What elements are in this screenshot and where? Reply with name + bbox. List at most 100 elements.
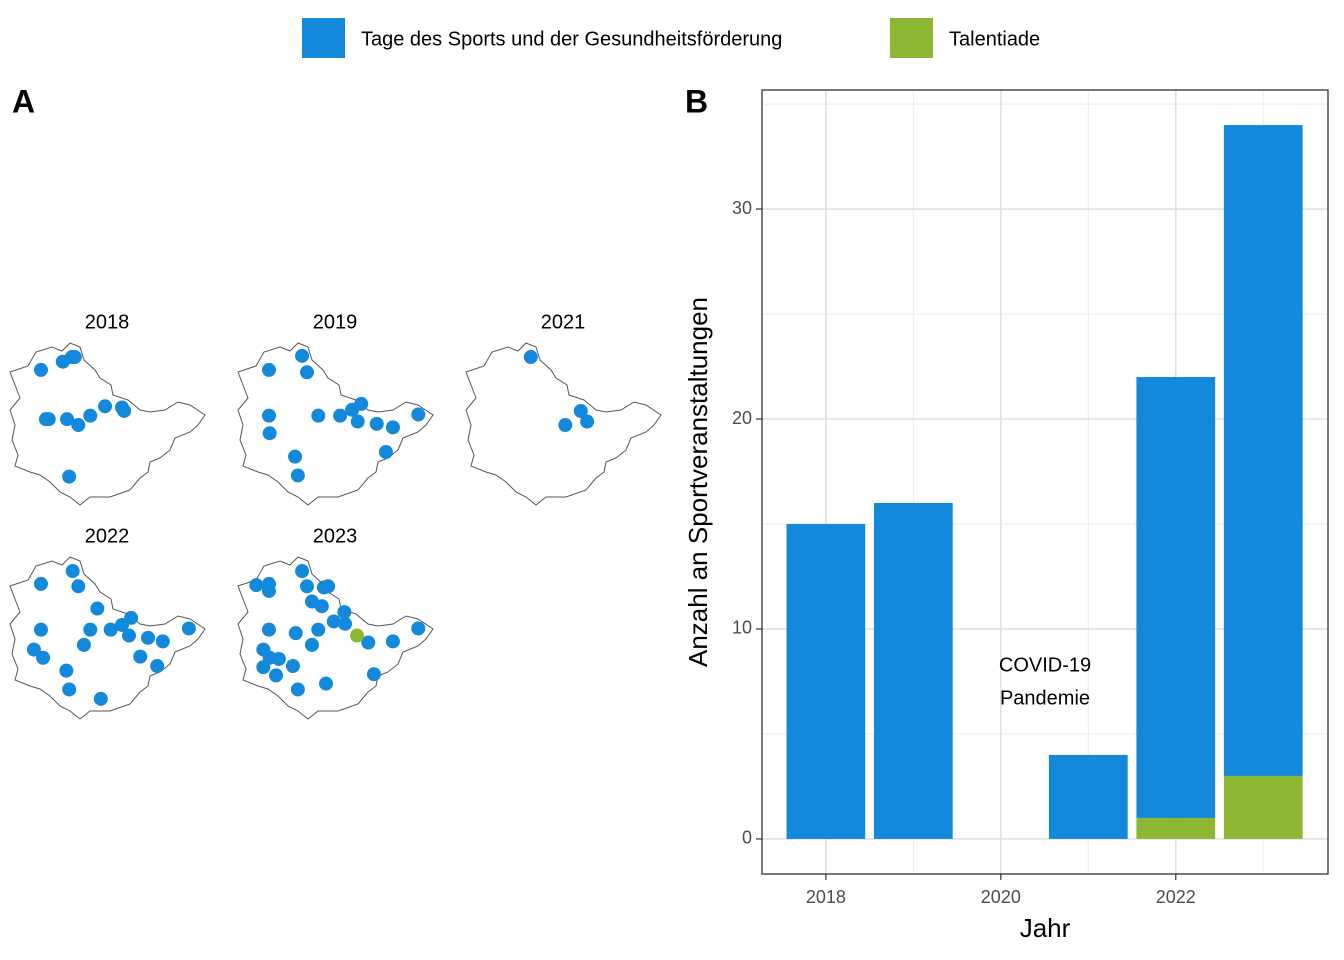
facet-title: 2022 bbox=[85, 525, 130, 547]
event-dot bbox=[333, 408, 348, 423]
event-dot bbox=[261, 622, 276, 637]
y-axis-label: Anzahl an Sportveranstaltungen bbox=[683, 297, 713, 667]
annotation: COVID-19 bbox=[999, 654, 1091, 676]
facet-title: 2018 bbox=[85, 311, 130, 333]
facet-title: 2023 bbox=[313, 525, 358, 547]
event-dot bbox=[366, 667, 381, 682]
event-dot bbox=[271, 651, 286, 666]
event-dot bbox=[261, 408, 276, 423]
event-dot bbox=[523, 350, 538, 365]
bar-segment bbox=[786, 523, 866, 839]
y-tick-label: 20 bbox=[732, 408, 752, 428]
event-dot bbox=[311, 408, 326, 423]
event-dot bbox=[321, 579, 336, 594]
event-dot bbox=[411, 621, 426, 636]
bar-segment bbox=[1136, 377, 1216, 818]
event-dot bbox=[350, 414, 365, 429]
event-dot bbox=[141, 630, 156, 645]
event-dot bbox=[256, 660, 271, 675]
x-tick-label: 2018 bbox=[806, 887, 846, 907]
event-dot bbox=[558, 418, 573, 433]
event-dot bbox=[98, 399, 113, 414]
event-dot bbox=[133, 649, 148, 664]
event-dot bbox=[285, 658, 300, 673]
event-dot bbox=[103, 622, 118, 637]
event-dot bbox=[300, 579, 315, 594]
bar-segment bbox=[1223, 775, 1303, 839]
event-dot bbox=[76, 637, 91, 652]
event-dot bbox=[59, 663, 74, 678]
event-dot bbox=[117, 403, 132, 418]
legend-swatch bbox=[890, 18, 933, 58]
legend-label: Tage des Sports und der Gesundheitsförde… bbox=[361, 28, 782, 50]
event-dot bbox=[311, 622, 326, 637]
event-dot bbox=[261, 583, 276, 598]
event-dot bbox=[62, 469, 77, 484]
event-dot bbox=[304, 637, 319, 652]
event-dot bbox=[288, 626, 303, 641]
event-dot bbox=[67, 350, 82, 365]
event-dot bbox=[36, 650, 51, 665]
event-dot bbox=[33, 576, 48, 591]
event-dot bbox=[261, 362, 276, 377]
legend-label: Talentiade bbox=[949, 28, 1040, 50]
event-dot bbox=[33, 622, 48, 637]
bar-segment bbox=[873, 502, 953, 839]
event-dot bbox=[314, 599, 329, 614]
event-dot bbox=[319, 676, 334, 691]
event-dot bbox=[385, 420, 400, 435]
event-dot bbox=[90, 601, 105, 616]
bar-segment bbox=[1136, 817, 1216, 839]
facet-title: 2021 bbox=[541, 311, 586, 333]
event-dot bbox=[83, 622, 98, 637]
event-dot bbox=[83, 408, 98, 423]
event-dot bbox=[295, 348, 310, 363]
event-dot bbox=[41, 412, 56, 427]
event-dot bbox=[122, 628, 137, 643]
event-dot bbox=[290, 682, 305, 697]
event-dot bbox=[71, 418, 86, 433]
event-dot bbox=[385, 634, 400, 649]
event-dot bbox=[155, 634, 170, 649]
event-dot bbox=[338, 616, 353, 631]
x-tick-label: 2020 bbox=[981, 887, 1021, 907]
event-dot bbox=[262, 426, 277, 441]
annotation: Pandemie bbox=[1000, 687, 1090, 709]
event-dot bbox=[378, 444, 393, 459]
event-dot bbox=[33, 362, 48, 377]
event-dot bbox=[62, 682, 77, 697]
event-dot bbox=[337, 605, 352, 620]
event-dot bbox=[411, 407, 426, 422]
event-dot bbox=[288, 449, 303, 464]
event-dot bbox=[295, 564, 310, 579]
event-dot bbox=[300, 365, 315, 380]
event-dot bbox=[249, 578, 264, 593]
event-dot bbox=[369, 416, 384, 431]
event-dot bbox=[93, 691, 108, 706]
event-dot bbox=[573, 403, 588, 418]
event-dot bbox=[181, 621, 196, 636]
legend-swatch bbox=[302, 18, 345, 58]
panel-label: A bbox=[12, 83, 35, 119]
x-axis-label: Jahr bbox=[1020, 913, 1071, 943]
event-dot bbox=[60, 412, 75, 427]
event-dot bbox=[354, 396, 369, 411]
event-dot bbox=[26, 642, 41, 657]
event-dot bbox=[71, 579, 86, 594]
panel-border bbox=[761, 89, 1329, 875]
bar-segment bbox=[1223, 125, 1303, 776]
event-dot bbox=[326, 614, 341, 629]
event-dot bbox=[350, 628, 365, 643]
event-dot bbox=[361, 635, 376, 650]
y-tick-label: 10 bbox=[732, 618, 752, 638]
y-tick-label: 30 bbox=[732, 198, 752, 218]
event-dot bbox=[150, 658, 165, 673]
bar-segment bbox=[1048, 754, 1128, 839]
panel-label: B bbox=[685, 83, 708, 119]
event-dot bbox=[290, 468, 305, 483]
event-dot bbox=[124, 610, 139, 625]
facet-title: 2019 bbox=[313, 311, 358, 333]
event-dot bbox=[65, 564, 80, 579]
event-dot bbox=[269, 668, 284, 683]
